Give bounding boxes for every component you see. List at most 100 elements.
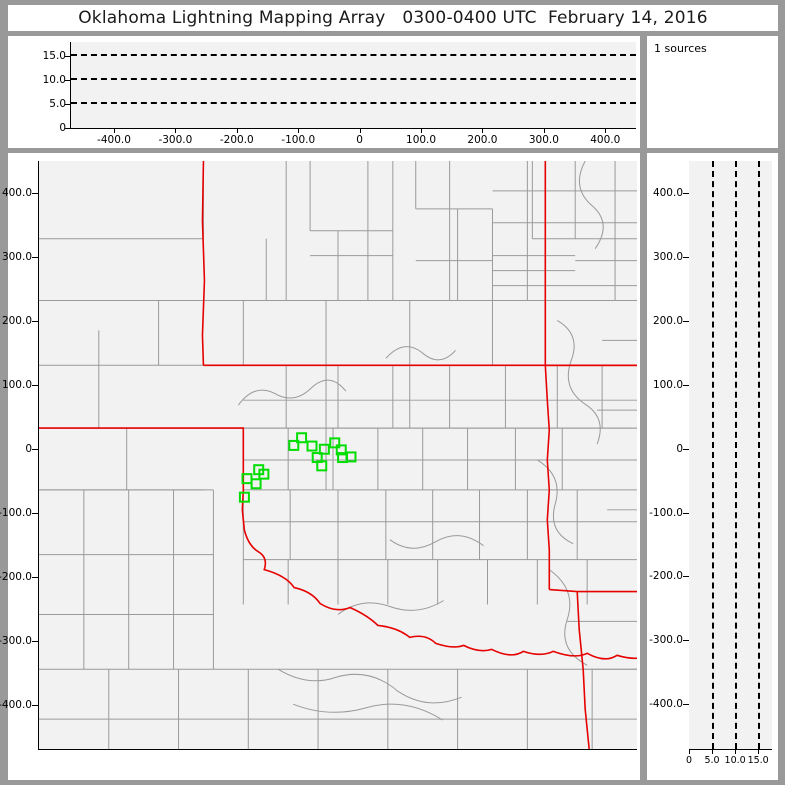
z-ytick-mark-1	[683, 256, 689, 258]
sources-info-panel: 1 sources	[647, 36, 778, 148]
z-ytick-mark-8	[683, 704, 689, 706]
map-ytick-label-8: -400.0	[0, 699, 32, 712]
map-ytick-mark-1	[32, 257, 38, 259]
vhf-source-marker	[250, 478, 262, 490]
plan-view-map-panel: -400.0 -300.0 -200.0 -100.0 0 100.0 200.0 300.0…	[0, 153, 640, 780]
vhf-source-marker	[258, 468, 270, 480]
z-ytick-label-5: -100.0	[649, 506, 683, 519]
map-xtick-mark-0	[85, 749, 86, 750]
altitude-gridline-1	[71, 78, 636, 81]
county-boundaries	[39, 161, 637, 749]
xtick-mark-5	[421, 128, 423, 133]
map-ytick-label-2: 200.0	[1, 315, 32, 328]
z-ytick-label-3: 100.0	[652, 378, 683, 391]
xtick-label-6: 200.0	[467, 134, 498, 146]
map-xtick-mark-7	[540, 749, 541, 750]
z-ytick-label-0: 400.0	[652, 186, 683, 199]
xtick-label-7: 300.0	[528, 134, 559, 146]
map-xtick-mark-3	[280, 749, 281, 750]
z-xtick-label-0: 0	[685, 755, 693, 766]
xtick-mark-0	[113, 128, 115, 133]
z-xtick-mark-3	[758, 749, 760, 754]
altitude-vs-x-panel: 15.0 10.0 5.0 0 -400.0 -300.0 -200.0 -100.0 0 100…	[8, 36, 640, 148]
map-ytick-mark-5	[32, 513, 38, 515]
altitude-vs-z-plot-area[interactable]: 400.0 300.0 200.0 100.0 0 -100.0 -200.0 -300.0 -…	[649, 161, 772, 766]
map-ytick-mark-4	[32, 449, 38, 451]
xtick-mark-7	[543, 128, 545, 133]
title-panel: Oklahoma Lightning Mapping Array 0300-04…	[8, 5, 778, 31]
z-ytick-label-1: 300.0	[652, 250, 683, 263]
z-ytick-mark-7	[683, 640, 689, 642]
z-ytick-mark-5	[683, 512, 689, 514]
xtick-label-1: -300.0	[158, 134, 193, 146]
map-ytick-mark-3	[32, 385, 38, 387]
z-ytick-mark-2	[683, 320, 689, 322]
map-ytick-mark-6	[32, 577, 38, 579]
z-xtick-label-2: 10.0	[724, 755, 746, 766]
xtick-label-4: 0	[356, 134, 363, 146]
xtick-label-2: -200.0	[219, 134, 254, 146]
ytick-mark-0	[65, 56, 71, 58]
map-ytick-mark-8	[32, 705, 38, 707]
z-ytick-mark-3	[683, 384, 689, 386]
vhf-source-marker	[288, 439, 300, 451]
altitude-gridline-2	[71, 54, 636, 57]
vhf-source-marker	[238, 491, 250, 503]
xtick-mark-1	[175, 128, 177, 133]
z-gridline-2	[758, 161, 761, 749]
map-ytick-label-6: -200.0	[0, 571, 32, 584]
sources-count-label: 1 sources	[654, 42, 707, 55]
ytick-label-2: 5.0	[49, 98, 66, 111]
z-xtick-label-3: 15.0	[747, 755, 769, 766]
altitude-gridline-0	[71, 102, 636, 105]
xtick-mark-6	[482, 128, 484, 133]
map-geography-svg	[39, 161, 637, 749]
xtick-label-5: 100.0	[406, 134, 437, 146]
z-ytick-label-8: -400.0	[649, 698, 683, 711]
ytick-label-0: 15.0	[42, 50, 66, 63]
z-ytick-label-2: 200.0	[652, 314, 683, 327]
map-ytick-label-4: 0	[25, 443, 32, 456]
map-ytick-mark-0	[32, 193, 38, 194]
vhf-source-marker	[316, 460, 328, 472]
xtick-label-0: -400.0	[97, 134, 131, 146]
map-ytick-label-1: 300.0	[1, 251, 32, 264]
ytick-label-1: 10.0	[42, 74, 66, 87]
z-ytick-mark-6	[683, 576, 689, 578]
state-boundaries	[39, 161, 637, 749]
altitude-vs-x-plot-area[interactable]: 15.0 10.0 5.0 0 -400.0 -300.0 -200.0 -100.0 0 100…	[43, 42, 636, 146]
altitude-vs-z-panel: 400.0 300.0 200.0 100.0 0 -100.0 -200.0 -300.0 -…	[647, 153, 778, 780]
vhf-source-marker	[318, 443, 330, 455]
vhf-source-marker	[345, 451, 357, 463]
xtick-label-3: -100.0	[281, 134, 316, 146]
map-ytick-label-3: 100.0	[1, 379, 32, 392]
z-ytick-mark-4	[683, 448, 689, 450]
map-xtick-mark-8	[605, 749, 606, 750]
vhf-source-marker	[296, 432, 308, 444]
z-xtick-mark-1	[712, 749, 714, 754]
z-gridline-1	[735, 161, 738, 749]
z-xtick-mark-2	[735, 749, 737, 754]
map-xtick-mark-6	[475, 749, 476, 750]
z-ytick-label-7: -300.0	[649, 634, 683, 647]
z-xtick-label-1: 5.0	[704, 755, 720, 766]
plan-view-map-plot-area[interactable]: -400.0-300.0-200.0-100.00100.0200.0300.0…	[38, 161, 637, 750]
vhf-source-markers	[238, 432, 357, 503]
vhf-source-marker	[335, 444, 347, 456]
z-gridline-0	[712, 161, 715, 749]
z-xtick-mark-0	[689, 749, 690, 754]
z-ytick-label-6: -200.0	[649, 570, 683, 583]
map-xtick-mark-1	[149, 749, 150, 750]
map-xtick-mark-2	[215, 749, 216, 750]
vhf-source-marker	[306, 440, 318, 452]
z-ytick-mark-0	[683, 192, 689, 194]
ytick-mark-1	[65, 80, 71, 82]
z-ytick-label-4: 0	[676, 442, 683, 455]
map-ytick-mark-7	[32, 641, 38, 643]
map-xtick-mark-4	[345, 749, 346, 750]
map-ytick-mark-2	[32, 321, 38, 323]
ytick-mark-2	[65, 104, 71, 106]
xtick-mark-2	[236, 128, 238, 133]
vhf-source-marker	[329, 437, 341, 449]
map-ytick-label-0: 400.0	[1, 187, 32, 199]
